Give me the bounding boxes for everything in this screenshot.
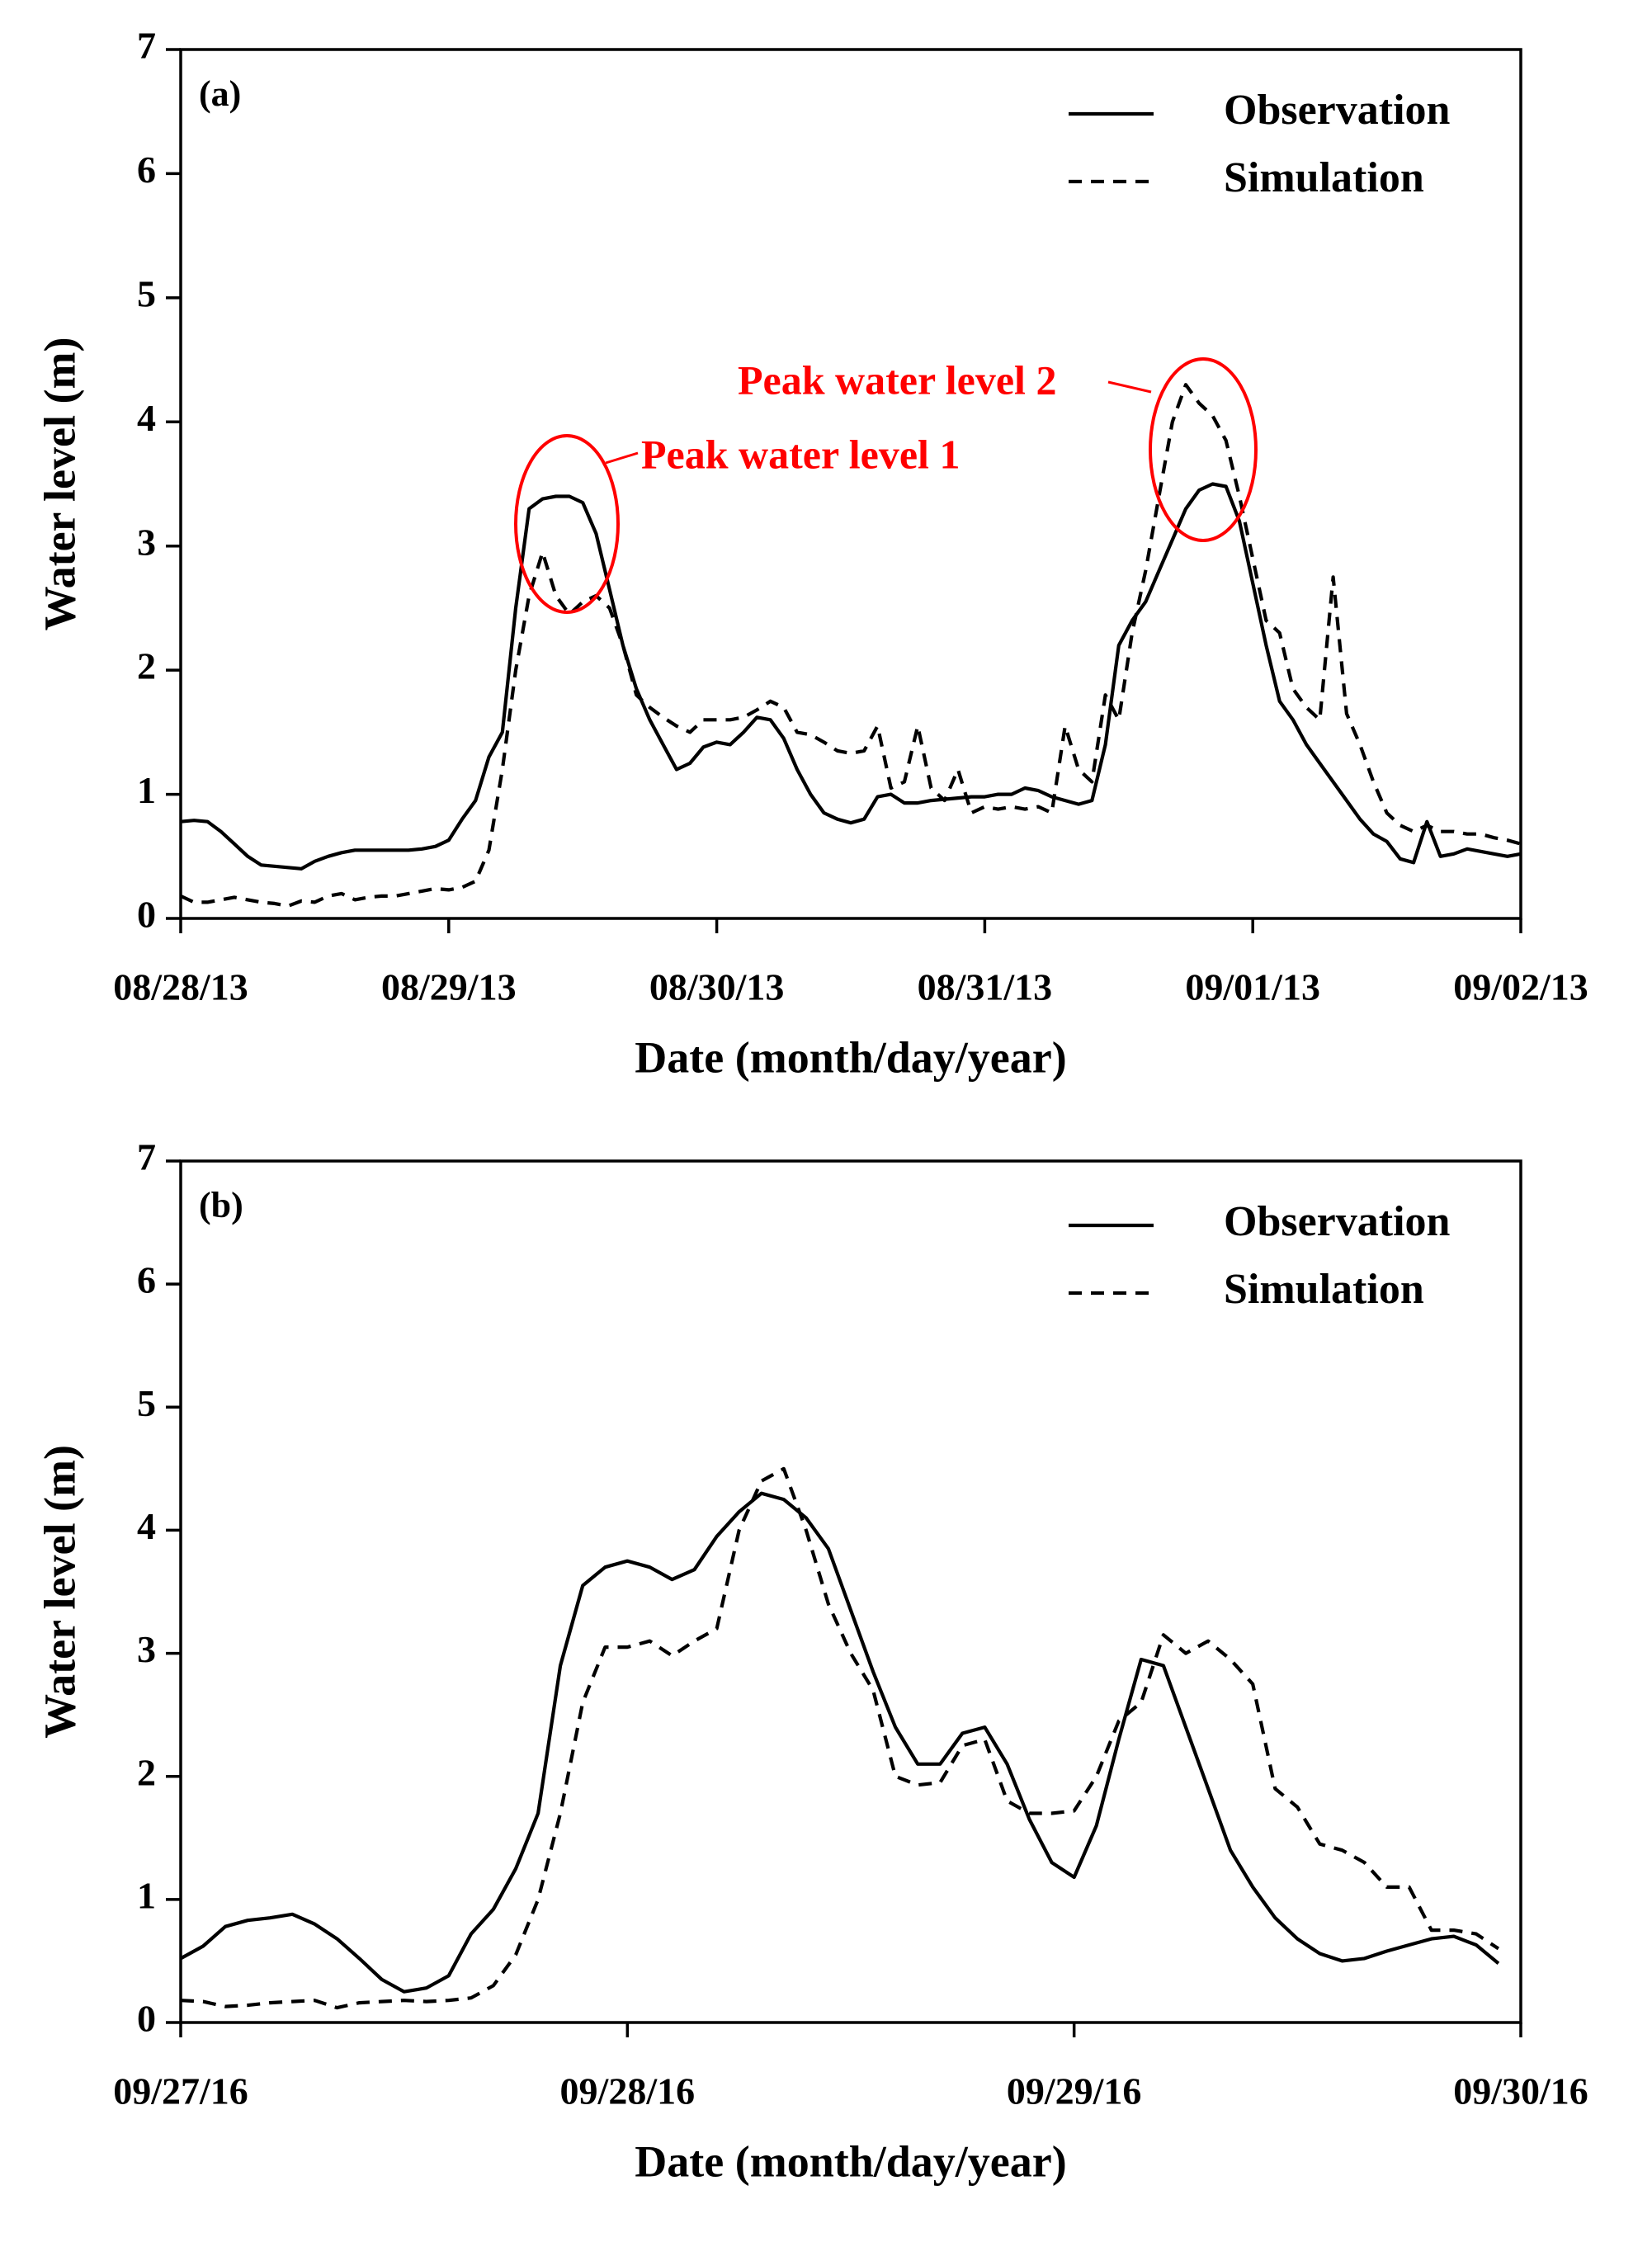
legend-label: Observation xyxy=(1224,1198,1451,1245)
annotation-ellipse xyxy=(1149,357,1258,542)
panel: 0 1 2 3 4 5 6 7 09/27/16 09/28/16 09/29/16 09/30/16… xyxy=(35,1136,1588,2187)
x-tick-label: 09/29/16 xyxy=(1007,2070,1142,2112)
panel-label: (a) xyxy=(199,73,241,114)
x-tick-label: 08/31/13 xyxy=(918,966,1053,1008)
y-tick-label: 1 xyxy=(137,769,156,811)
x-tick-label: 08/30/13 xyxy=(649,966,785,1008)
y-axis-label: Water level (m) xyxy=(35,1445,84,1739)
y-tick-label: 3 xyxy=(137,1628,156,1670)
y-tick-label: 3 xyxy=(137,521,156,563)
legend-label: Observation xyxy=(1224,87,1451,134)
y-tick-label: 5 xyxy=(137,1382,156,1424)
x-tick-label: 09/02/13 xyxy=(1453,966,1588,1008)
legend-label: Simulation xyxy=(1224,1266,1424,1313)
data-line xyxy=(180,1466,1500,2010)
x-axis-label: Date (month/day/year) xyxy=(635,1032,1066,1082)
plot-frame xyxy=(179,1159,1522,2024)
annotation-ellipse xyxy=(514,434,620,614)
y-tick-label: 2 xyxy=(137,645,156,687)
y-tick-label: 7 xyxy=(137,25,156,67)
x-axis-label: Date (month/day/year) xyxy=(635,2136,1066,2186)
y-tick-label: 4 xyxy=(137,397,156,439)
x-tick-label: 09/01/13 xyxy=(1185,966,1320,1008)
data-line xyxy=(179,1491,1500,1994)
panel: 0 1 2 3 4 5 6 7 08/28/13 08/29/13 08/30/13 08/31/13… xyxy=(35,25,1588,1083)
y-tick-label: 0 xyxy=(137,1998,156,2040)
x-tick-label: 09/30/16 xyxy=(1453,2070,1588,2112)
y-tick-label: 2 xyxy=(137,1751,156,1793)
y-tick-label: 4 xyxy=(137,1505,156,1547)
annotation-text: Peak water level 1 xyxy=(641,431,960,477)
y-tick-label: 1 xyxy=(137,1874,156,1916)
x-tick-label: 09/28/16 xyxy=(560,2070,696,2112)
y-tick-label: 7 xyxy=(137,1136,156,1178)
data-line xyxy=(180,482,1522,871)
y-axis-label: Water level (m) xyxy=(35,337,84,631)
annotation-leader xyxy=(605,451,639,465)
annotation-leader xyxy=(1107,380,1152,394)
x-tick-label: 08/28/13 xyxy=(113,966,248,1008)
legend-label: Simulation xyxy=(1224,154,1424,201)
y-tick-label: 5 xyxy=(137,272,156,314)
y-tick-label: 6 xyxy=(137,1259,156,1301)
plot-frame xyxy=(179,48,1522,920)
panel-label: (b) xyxy=(199,1185,243,1225)
annotation-text: Peak water level 2 xyxy=(738,356,1056,403)
y-tick-label: 0 xyxy=(137,894,156,936)
x-tick-label: 09/27/16 xyxy=(113,2070,248,2112)
data-line xyxy=(180,383,1522,909)
y-tick-label: 6 xyxy=(137,149,156,191)
x-tick-label: 08/29/13 xyxy=(381,966,517,1008)
